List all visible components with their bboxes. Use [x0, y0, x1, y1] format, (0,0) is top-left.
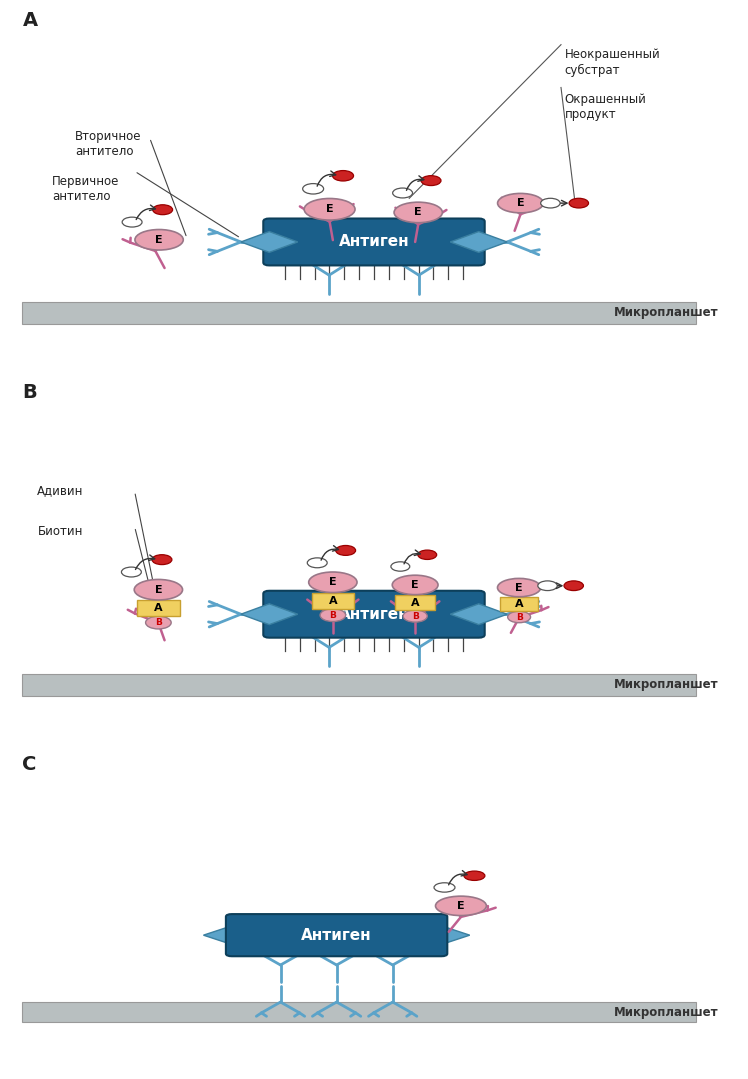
Circle shape [146, 616, 171, 629]
Circle shape [418, 550, 437, 560]
Text: E: E [326, 204, 334, 215]
Text: A: A [154, 603, 163, 613]
Text: E: E [411, 579, 419, 590]
Circle shape [464, 871, 485, 880]
Text: E: E [156, 235, 163, 245]
Text: B: B [22, 383, 37, 402]
FancyBboxPatch shape [395, 595, 435, 610]
Text: Антиген: Антиген [339, 606, 409, 622]
Text: B: B [411, 612, 419, 620]
Circle shape [538, 581, 557, 590]
Circle shape [336, 546, 355, 556]
Ellipse shape [497, 578, 541, 597]
Text: C: C [22, 754, 37, 774]
FancyBboxPatch shape [22, 673, 696, 696]
FancyBboxPatch shape [263, 219, 485, 265]
Circle shape [403, 610, 427, 623]
Ellipse shape [134, 579, 183, 600]
Text: E: E [155, 585, 162, 595]
Text: Микропланшет: Микропланшет [613, 679, 718, 692]
Circle shape [122, 217, 142, 227]
Text: E: E [457, 901, 465, 911]
Circle shape [303, 183, 324, 194]
Circle shape [320, 609, 346, 622]
Circle shape [421, 176, 441, 186]
Text: A: A [328, 596, 337, 605]
Circle shape [393, 188, 413, 197]
Ellipse shape [392, 575, 438, 595]
Text: Окрашенный
продукт: Окрашенный продукт [565, 93, 646, 121]
Text: Биотин: Биотин [37, 524, 83, 537]
Polygon shape [241, 232, 298, 252]
Text: Вторичное
антитело: Вторичное антитело [75, 131, 141, 159]
Circle shape [541, 199, 560, 208]
Polygon shape [413, 926, 470, 944]
Circle shape [333, 170, 354, 181]
Circle shape [508, 612, 530, 623]
Text: B: B [155, 618, 162, 627]
Text: E: E [515, 583, 523, 592]
Circle shape [307, 558, 327, 568]
Polygon shape [450, 232, 507, 252]
FancyBboxPatch shape [500, 597, 538, 612]
Text: Неокрашенный
субстрат: Неокрашенный субстрат [565, 49, 660, 77]
Text: A: A [22, 11, 37, 30]
Polygon shape [241, 604, 298, 625]
Text: E: E [329, 577, 337, 587]
Text: Антиген: Антиген [301, 928, 372, 943]
Ellipse shape [135, 230, 183, 250]
FancyBboxPatch shape [263, 591, 485, 638]
Circle shape [153, 205, 173, 215]
Circle shape [434, 883, 455, 892]
FancyBboxPatch shape [22, 301, 696, 324]
Circle shape [152, 555, 172, 564]
Ellipse shape [304, 199, 355, 220]
Text: Микропланшет: Микропланшет [613, 306, 718, 319]
Text: Адивин: Адивин [37, 483, 84, 497]
Ellipse shape [394, 202, 442, 222]
Polygon shape [203, 926, 260, 944]
Circle shape [391, 562, 410, 571]
Polygon shape [450, 604, 507, 625]
Text: E: E [517, 199, 524, 208]
Circle shape [564, 581, 583, 590]
Text: B: B [515, 613, 523, 622]
Text: Первичное
антитело: Первичное антитело [52, 175, 120, 203]
Text: Антиген: Антиген [339, 234, 409, 249]
FancyBboxPatch shape [226, 914, 447, 956]
Text: E: E [414, 207, 422, 218]
Ellipse shape [435, 897, 486, 916]
FancyBboxPatch shape [137, 600, 180, 616]
Ellipse shape [309, 572, 357, 592]
Circle shape [121, 568, 141, 577]
Text: B: B [329, 611, 337, 619]
Text: Микропланшет: Микропланшет [613, 1006, 718, 1019]
Text: A: A [515, 599, 524, 610]
Text: A: A [411, 598, 420, 607]
Circle shape [569, 199, 589, 208]
FancyBboxPatch shape [311, 592, 355, 609]
FancyBboxPatch shape [22, 1002, 696, 1022]
Ellipse shape [497, 193, 543, 213]
